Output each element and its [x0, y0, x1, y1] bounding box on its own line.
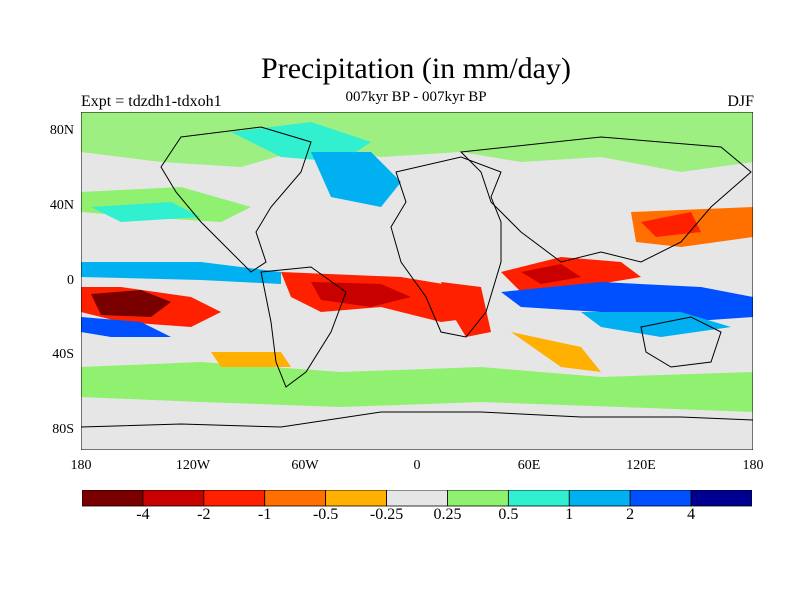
south-atlantic-orange — [511, 332, 601, 372]
south-pacific-orange — [211, 352, 291, 367]
legend-label-3: -0.5 — [312, 506, 339, 523]
equator-blue-band — [81, 262, 281, 284]
antarctica-outline — [81, 411, 753, 428]
legend-swatch-5 — [386, 490, 448, 507]
legend-swatch-2 — [203, 490, 266, 507]
south-america-outline — [260, 266, 347, 388]
color-legend — [82, 490, 752, 507]
australia-outline — [640, 316, 722, 368]
precipitation-map — [81, 112, 753, 450]
legend-swatch-9 — [629, 490, 692, 507]
africa-red — [441, 282, 491, 337]
lon-label-60e: 60E — [517, 458, 541, 473]
legend-swatch-7 — [507, 490, 570, 507]
equatorial-pacific-darkred — [91, 290, 171, 317]
legend-swatch-0 — [82, 490, 144, 507]
lat-label-80n: 80N — [49, 123, 74, 138]
arctic-band — [81, 112, 753, 172]
lon-label-120e: 120E — [626, 458, 656, 473]
north-pacific-cyan — [91, 202, 201, 222]
indian-ocean-blue — [501, 282, 753, 322]
lat-label-80s: 80S — [52, 422, 74, 437]
experiment-label: Expt = tdzdh1-tdxoh1 — [81, 93, 222, 110]
europe-africa-outline — [390, 156, 502, 338]
legend-swatch-6 — [447, 490, 509, 507]
legend-swatch-1 — [142, 490, 205, 507]
lon-label-120w: 120W — [175, 458, 211, 473]
south-pacific-blue — [81, 317, 171, 337]
legend-label-7: 1 — [565, 506, 574, 523]
lat-label-40s: 40S — [52, 347, 74, 362]
legend-label-5: 0.25 — [433, 506, 462, 523]
legend-label-8: 2 — [626, 506, 635, 523]
nw-pacific-red — [641, 212, 701, 237]
legend-swatch-3 — [264, 490, 327, 507]
lon-label-180w: 180 — [70, 458, 92, 473]
lon-label-0: 0 — [413, 458, 421, 473]
coastlines — [81, 126, 753, 428]
legend-label-4: -0.25 — [369, 506, 404, 523]
north-atlantic-blue — [311, 152, 401, 207]
southern-band — [81, 362, 753, 412]
legend-swatch-4 — [325, 490, 387, 507]
legend-swatch-8 — [568, 490, 631, 507]
north-america-outline — [160, 126, 312, 273]
legend-swatch-10 — [690, 490, 752, 507]
lat-label-0: 0 — [67, 273, 74, 288]
legend-label-2: -1 — [258, 506, 272, 523]
legend-label-0: -4 — [136, 506, 150, 523]
lon-label-60w: 60W — [291, 458, 319, 473]
indian-ocean-darkred — [521, 264, 581, 284]
lat-label-40n: 40N — [49, 198, 74, 213]
lon-label-180e: 180 — [742, 458, 764, 473]
legend-label-1: -2 — [197, 506, 211, 523]
legend-label-9: 4 — [687, 506, 696, 523]
asia-outline — [459, 136, 752, 263]
south-america-darkred — [311, 282, 411, 307]
map-subtitle: 007kyr BP - 007kyr BP — [345, 89, 487, 105]
legend-label-6: 0.5 — [498, 506, 519, 523]
map-title: Precipitation (in mm/day) — [261, 52, 571, 85]
season-label: DJF — [727, 93, 754, 110]
